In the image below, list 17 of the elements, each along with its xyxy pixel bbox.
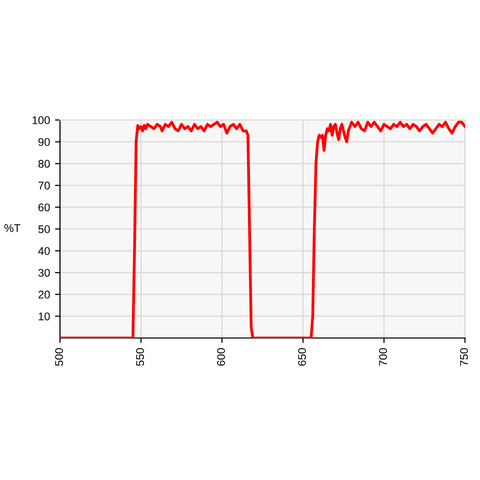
y-axis-title: %T <box>4 224 20 232</box>
y-tick-label: 30 <box>38 268 50 277</box>
y-tick-label: 90 <box>38 138 50 146</box>
y-tick-label: 20 <box>38 290 50 299</box>
x-tick-label: 600 <box>217 348 225 366</box>
y-tick-label: 50 <box>38 225 50 234</box>
x-tick-label: 700 <box>379 348 387 366</box>
y-tick-label: 40 <box>38 247 50 255</box>
x-tick-label: 500 <box>55 348 63 366</box>
x-tick-label: 550 <box>136 348 144 366</box>
y-tick-label: 70 <box>38 182 50 190</box>
y-tick-label: 100 <box>32 116 50 124</box>
y-tick-label: 10 <box>38 312 50 320</box>
x-tick-label: 650 <box>298 348 306 366</box>
y-tick-label: 80 <box>38 160 50 168</box>
y-tick-label: 60 <box>38 203 50 212</box>
x-tick-label: 750 <box>460 348 468 366</box>
